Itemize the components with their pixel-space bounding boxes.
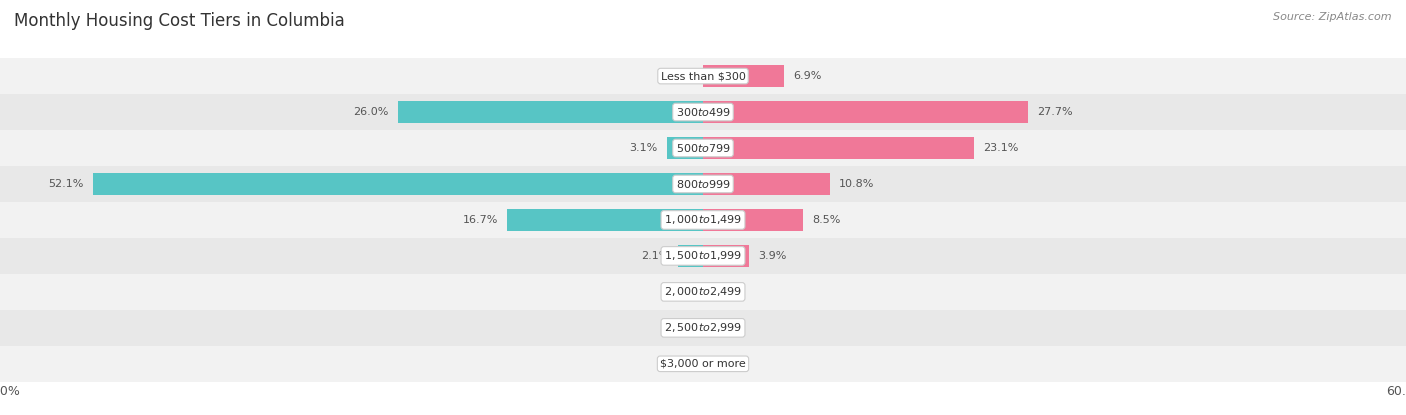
Bar xyxy=(703,173,830,195)
Text: 23.1%: 23.1% xyxy=(983,143,1018,153)
Text: 0.0%: 0.0% xyxy=(665,287,693,297)
Text: Monthly Housing Cost Tiers in Columbia: Monthly Housing Cost Tiers in Columbia xyxy=(14,12,344,30)
Text: $3,000 or more: $3,000 or more xyxy=(661,359,745,369)
Bar xyxy=(398,101,703,123)
Bar xyxy=(93,173,703,195)
Text: 0.0%: 0.0% xyxy=(665,323,693,333)
Text: $300 to $499: $300 to $499 xyxy=(675,106,731,118)
Text: Less than $300: Less than $300 xyxy=(661,71,745,81)
Text: 0.0%: 0.0% xyxy=(665,71,693,81)
Text: 0.0%: 0.0% xyxy=(665,359,693,369)
Bar xyxy=(703,65,785,87)
Text: 16.7%: 16.7% xyxy=(463,215,498,225)
Text: 3.9%: 3.9% xyxy=(758,251,786,261)
Text: 2.1%: 2.1% xyxy=(641,251,669,261)
Text: 0.0%: 0.0% xyxy=(713,359,741,369)
Text: 0.0%: 0.0% xyxy=(713,287,741,297)
Text: 8.5%: 8.5% xyxy=(813,215,841,225)
Bar xyxy=(0,94,1406,130)
Bar xyxy=(508,209,703,231)
Text: 26.0%: 26.0% xyxy=(354,107,389,117)
Bar xyxy=(0,238,1406,274)
Text: 10.8%: 10.8% xyxy=(839,179,875,189)
Text: $500 to $799: $500 to $799 xyxy=(675,142,731,154)
Bar xyxy=(0,202,1406,238)
Text: Source: ZipAtlas.com: Source: ZipAtlas.com xyxy=(1274,12,1392,22)
Bar xyxy=(0,310,1406,346)
Text: $1,000 to $1,499: $1,000 to $1,499 xyxy=(664,213,742,227)
Text: 52.1%: 52.1% xyxy=(48,179,83,189)
Text: 0.0%: 0.0% xyxy=(713,323,741,333)
Text: 6.9%: 6.9% xyxy=(793,71,821,81)
Bar xyxy=(703,209,803,231)
Text: $2,000 to $2,499: $2,000 to $2,499 xyxy=(664,286,742,298)
Text: $2,500 to $2,999: $2,500 to $2,999 xyxy=(664,321,742,334)
Bar xyxy=(0,166,1406,202)
Bar xyxy=(703,245,749,267)
Bar xyxy=(703,101,1028,123)
Bar xyxy=(0,130,1406,166)
Bar xyxy=(0,58,1406,94)
Bar xyxy=(678,245,703,267)
Text: 27.7%: 27.7% xyxy=(1038,107,1073,117)
Bar xyxy=(0,346,1406,382)
Text: $1,500 to $1,999: $1,500 to $1,999 xyxy=(664,249,742,262)
Bar xyxy=(703,137,973,159)
Bar xyxy=(666,137,703,159)
Text: $800 to $999: $800 to $999 xyxy=(675,178,731,190)
Bar xyxy=(0,274,1406,310)
Text: 3.1%: 3.1% xyxy=(628,143,657,153)
